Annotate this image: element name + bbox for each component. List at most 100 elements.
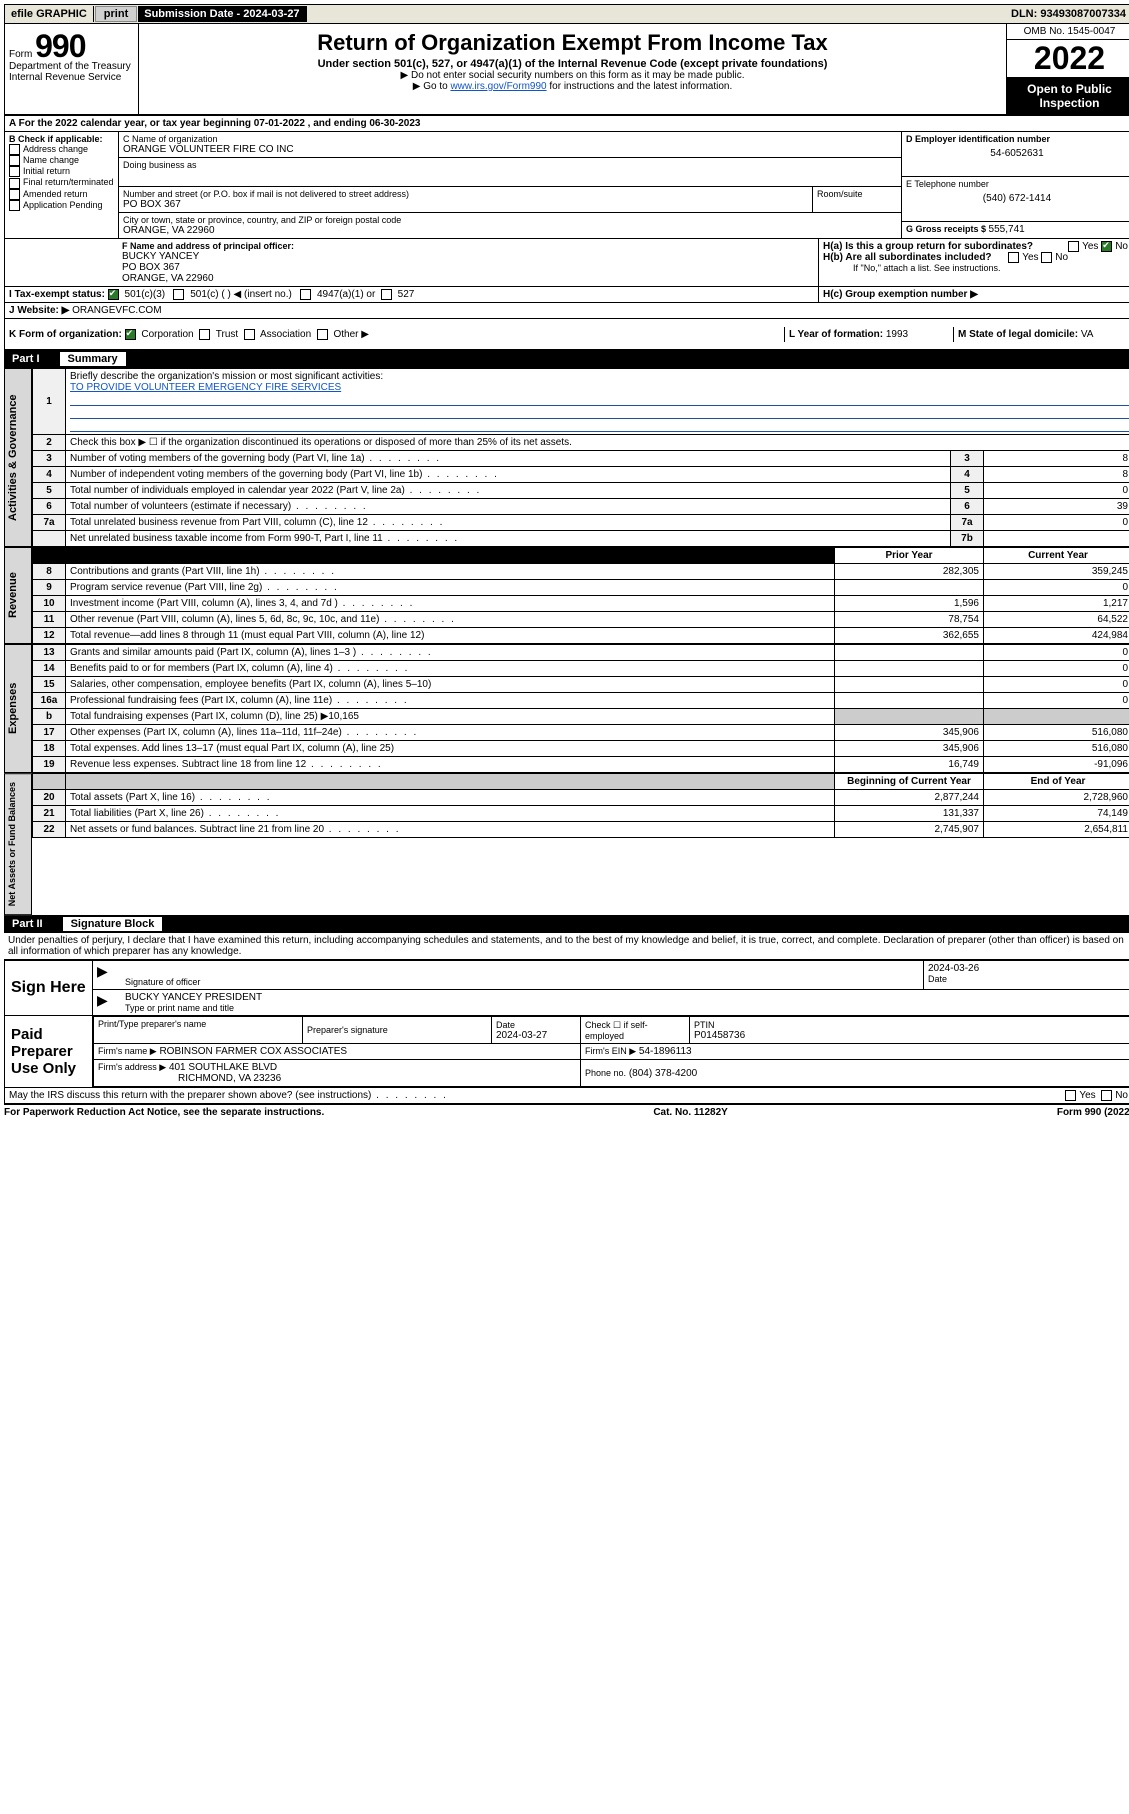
officer-h-row: F Name and address of principal officer:… — [4, 239, 1129, 287]
identity-section: B Check if applicable: Address change Na… — [4, 132, 1129, 239]
cb-pending[interactable]: Application Pending — [9, 200, 114, 211]
cb-name[interactable]: Name change — [9, 155, 114, 166]
paperwork-notice: For Paperwork Reduction Act Notice, see … — [4, 1107, 324, 1118]
topbar: efile GRAPHIC print Submission Date - 20… — [4, 4, 1129, 24]
dln: DLN: 93493087007334 — [1005, 6, 1129, 22]
check-b-column: B Check if applicable: Address change Na… — [5, 132, 119, 238]
form-label: Form — [9, 49, 32, 60]
form-header: Form 990 Return of Organization Exempt F… — [4, 24, 1129, 115]
preparer-table: Print/Type preparer's name Preparer's si… — [93, 1016, 1129, 1087]
street-value: PO BOX 367 — [123, 199, 808, 210]
l-label: L Year of formation: — [789, 329, 886, 340]
irs-link[interactable]: www.irs.gov/Form990 — [450, 81, 546, 92]
year-block: OMB No. 1545-0047 2022 Open to Public In… — [1006, 24, 1129, 114]
cb-initial[interactable]: Initial return — [9, 166, 114, 177]
sign-here-label: Sign Here — [5, 961, 92, 1015]
tax-year: 2022 — [1007, 40, 1129, 78]
officer-street: PO BOX 367 — [122, 262, 814, 273]
title-block: Return of Organization Exempt From Incom… — [139, 24, 1006, 114]
form-number: 990 — [35, 28, 85, 64]
print-button[interactable]: print — [95, 6, 137, 22]
cb-527[interactable] — [381, 289, 392, 300]
cb-501c[interactable] — [173, 289, 184, 300]
check-b-label: B Check if applicable: — [9, 134, 114, 144]
form-version: Form 990 (2022) — [1057, 1107, 1129, 1118]
city-label: City or town, state or province, country… — [123, 215, 897, 225]
q2: Check this box ▶ ☐ if the organization d… — [66, 435, 1129, 451]
officer-city: ORANGE, VA 22960 — [122, 273, 814, 284]
arrow-icon: ▶ — [97, 992, 108, 1008]
submission-date: Submission Date - 2024-03-27 — [138, 6, 306, 22]
efile-label: efile GRAPHIC — [5, 6, 94, 22]
city-value: ORANGE, VA 22960 — [123, 225, 897, 236]
sig-officer-label: Signature of officer — [125, 977, 919, 987]
cb-501c3[interactable] — [108, 289, 119, 300]
line-a: A For the 2022 calendar year, or tax yea… — [4, 116, 1129, 132]
m-label: M State of legal domicile: — [958, 329, 1081, 340]
tab-net-assets: Net Assets or Fund Balances — [4, 773, 32, 915]
phone-value: (540) 672-1414 — [906, 189, 1128, 204]
website-value: ORANGEVFC.COM — [72, 305, 161, 316]
declaration: Under penalties of perjury, I declare th… — [4, 933, 1129, 959]
tab-governance: Activities & Governance — [4, 368, 32, 547]
form-subtitle: Under section 501(c), 527, or 4947(a)(1)… — [145, 58, 1000, 70]
j-label: J Website: ▶ — [9, 305, 69, 316]
cb-assoc[interactable] — [244, 329, 255, 340]
spacer — [307, 12, 1005, 16]
sig-date-value: 2024-03-26 — [928, 963, 1128, 974]
ein-label: D Employer identification number — [906, 134, 1128, 144]
footer: For Paperwork Reduction Act Notice, see … — [4, 1104, 1129, 1120]
tab-revenue: Revenue — [4, 547, 32, 644]
governance-table: 1 Briefly describe the organization's mi… — [32, 368, 1129, 547]
signature-block: Sign Here ▶ Signature of officer 2024-03… — [4, 959, 1129, 1088]
form-title: Return of Organization Exempt From Incom… — [145, 30, 1000, 56]
net-assets-table: Beginning of Current Year End of Year 20… — [32, 773, 1129, 838]
line-i: I Tax-exempt status: 501(c)(3) 501(c) ( … — [9, 289, 814, 300]
part2-header: Part II Signature Block — [4, 915, 1129, 933]
h-c: H(c) Group exemption number ▶ — [823, 289, 978, 300]
cb-other[interactable] — [317, 329, 328, 340]
expenses-table: 13Grants and similar amounts paid (Part … — [32, 644, 1129, 773]
paid-preparer-label: Paid Preparer Use Only — [5, 1016, 92, 1087]
gross-value: 555,741 — [989, 224, 1025, 235]
cb-amended[interactable]: Amended return — [9, 189, 114, 200]
cat-no: Cat. No. 11282Y — [653, 1107, 727, 1118]
tab-expenses: Expenses — [4, 644, 32, 773]
note-link: ▶ Go to www.irs.gov/Form990 for instruct… — [145, 81, 1000, 92]
phone-label: E Telephone number — [906, 179, 1128, 189]
street-label: Number and street (or P.O. box if mail i… — [123, 189, 808, 199]
h-b: H(b) Are all subordinates included? Yes … — [823, 252, 1128, 263]
officer-name-title: BUCKY YANCEY PRESIDENT — [125, 992, 1128, 1003]
arrow-icon: ▶ — [97, 963, 108, 979]
note-ssn: ▶ Do not enter social security numbers o… — [145, 70, 1000, 81]
h-a: H(a) Is this a group return for subordin… — [823, 241, 1128, 252]
h-b-note: If "No," attach a list. See instructions… — [823, 263, 1128, 273]
may-irs-row: May the IRS discuss this return with the… — [4, 1088, 1129, 1104]
omb-number: OMB No. 1545-0047 — [1007, 24, 1129, 40]
org-name-label: C Name of organization — [123, 134, 897, 144]
gross-label: G Gross receipts $ — [906, 224, 989, 234]
cb-corp[interactable] — [125, 329, 136, 340]
cb-4947[interactable] — [300, 289, 311, 300]
org-name: ORANGE VOLUNTEER FIRE CO INC — [123, 144, 897, 155]
part1-header: Part I Summary — [4, 350, 1129, 368]
dept-label: Department of the Treasury Internal Reve… — [5, 81, 138, 85]
revenue-table: Prior Year Current Year 8Contributions a… — [32, 547, 1129, 644]
type-name-label: Type or print name and title — [125, 1003, 1128, 1013]
l-value: 1993 — [886, 329, 908, 340]
ein-value: 54-6052631 — [906, 144, 1128, 159]
dba-label: Doing business as — [123, 160, 897, 170]
sig-date-label: Date — [928, 974, 1128, 984]
q1-label: Briefly describe the organization's miss… — [70, 371, 383, 382]
cb-address[interactable]: Address change — [9, 144, 114, 155]
q1-value[interactable]: TO PROVIDE VOLUNTEER EMERGENCY FIRE SERV… — [70, 382, 341, 393]
officer-label: F Name and address of principal officer: — [122, 241, 814, 251]
m-value: VA — [1081, 329, 1094, 340]
org-column: C Name of organization ORANGE VOLUNTEER … — [119, 132, 901, 238]
room-label: Room/suite — [817, 189, 897, 199]
open-public: Open to Public Inspection — [1007, 78, 1129, 114]
ein-column: D Employer identification number 54-6052… — [901, 132, 1129, 238]
cb-trust[interactable] — [199, 329, 210, 340]
k-label: K Form of organization: — [9, 329, 122, 340]
cb-final[interactable]: Final return/terminated — [9, 177, 114, 188]
